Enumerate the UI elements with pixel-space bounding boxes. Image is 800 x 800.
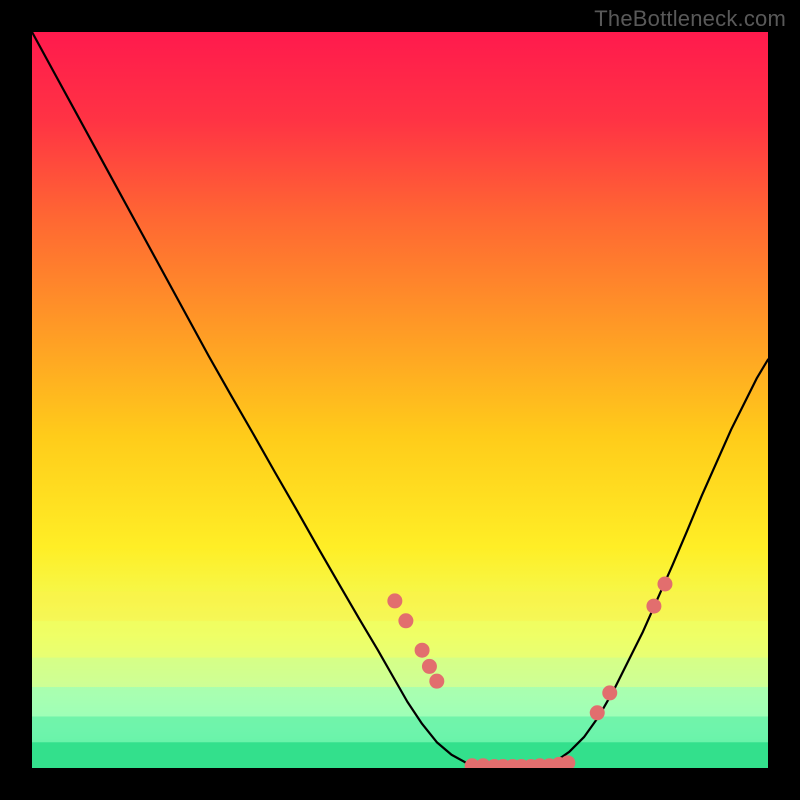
figure-root: TheBottleneck.com xyxy=(0,0,800,800)
data-marker xyxy=(602,685,617,700)
data-marker xyxy=(422,659,437,674)
bottom-band xyxy=(32,621,768,658)
plot-area xyxy=(32,32,768,768)
bottom-band xyxy=(32,742,768,768)
data-marker xyxy=(387,593,402,608)
bottom-band xyxy=(32,716,768,742)
bottom-band xyxy=(32,687,768,716)
data-marker xyxy=(646,599,661,614)
bottom-band xyxy=(32,658,768,687)
data-marker xyxy=(590,705,605,720)
watermark-text: TheBottleneck.com xyxy=(594,6,786,32)
data-marker xyxy=(415,643,430,658)
data-marker xyxy=(657,577,672,592)
data-marker xyxy=(429,674,444,689)
data-marker xyxy=(398,613,413,628)
chart-svg xyxy=(32,32,768,768)
